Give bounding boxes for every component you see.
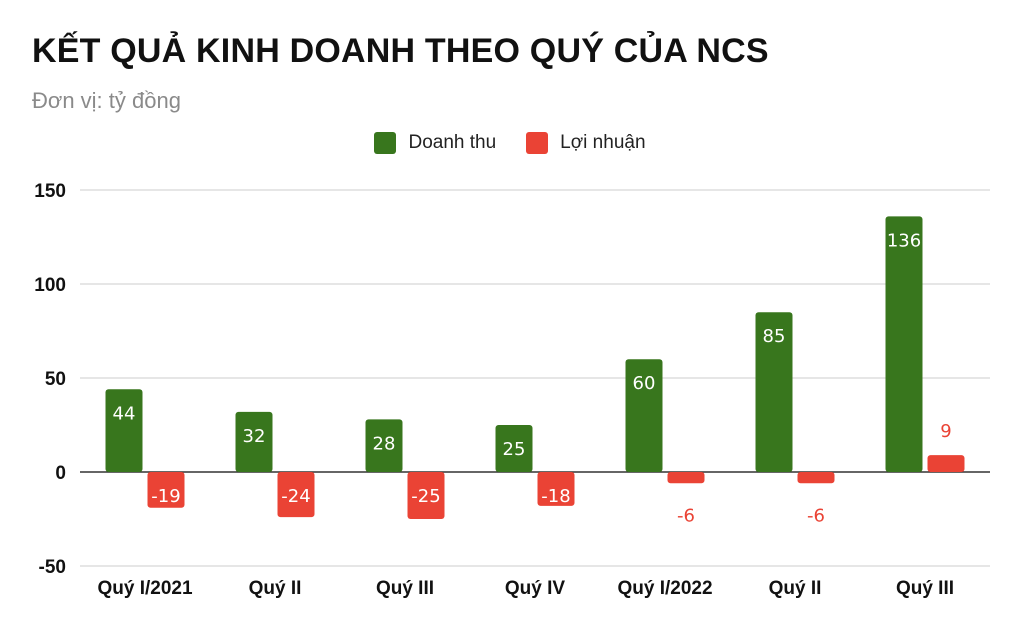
data-label: 85: [763, 326, 786, 347]
y-tick-label: 100: [34, 275, 66, 296]
y-tick-label: -50: [39, 557, 66, 578]
legend-swatch-revenue: [374, 132, 397, 154]
data-label: -6: [807, 505, 825, 526]
profit-bar: [537, 472, 575, 506]
data-label: -18: [541, 486, 570, 507]
x-tick-label: Quý II: [249, 578, 302, 599]
data-label: 25: [503, 439, 526, 460]
x-tick-label: Quý III: [376, 578, 434, 599]
data-label: -24: [281, 486, 310, 507]
legend-item-revenue: Doanh thu: [374, 132, 496, 154]
data-label: 44: [113, 403, 136, 424]
x-tick-label: Quý III: [896, 578, 954, 599]
x-tick-label: Quý IV: [505, 578, 566, 599]
data-label: 9: [940, 421, 951, 442]
data-label: 28: [373, 433, 396, 454]
revenue-bar: [755, 312, 793, 472]
profit-bar: [797, 472, 835, 484]
data-label: 32: [243, 426, 266, 447]
x-tick-label: Quý I/2021: [97, 578, 192, 599]
data-label: -19: [151, 486, 180, 507]
legend-label-revenue: Doanh thu: [408, 132, 497, 153]
revenue-bar: [105, 389, 143, 472]
y-tick-label: 50: [45, 369, 66, 390]
legend-label-profit: Lợi nhuận: [560, 132, 646, 153]
y-tick-label: 0: [55, 463, 66, 484]
profit-bar: [667, 472, 705, 484]
profit-bar: [927, 455, 965, 472]
chart-title: KẾT QUẢ KINH DOANH THEO QUÝ CỦA NCS: [32, 32, 769, 70]
profit-bar: [147, 472, 185, 508]
revenue-bar: [885, 216, 923, 472]
x-tick-label: Quý I/2022: [617, 578, 712, 599]
revenue-bar: [235, 411, 273, 472]
legend-item-profit: Lợi nhuận: [526, 132, 646, 154]
revenue-bar: [365, 419, 403, 472]
profit-bar: [407, 472, 445, 519]
revenue-bar: [495, 425, 533, 472]
revenue-bar: [625, 359, 663, 472]
chart-subtitle: Đơn vị: tỷ đồng: [32, 88, 181, 113]
data-label: -25: [411, 486, 440, 507]
data-label: 60: [633, 373, 656, 394]
profit-bar: [277, 472, 315, 518]
chart-legend: Doanh thu Lợi nhuận: [0, 132, 1020, 154]
data-label: -6: [677, 505, 695, 526]
legend-swatch-profit: [526, 132, 549, 154]
x-tick-label: Quý II: [769, 578, 822, 599]
data-label: 136: [887, 230, 921, 251]
y-tick-label: 150: [34, 181, 66, 202]
